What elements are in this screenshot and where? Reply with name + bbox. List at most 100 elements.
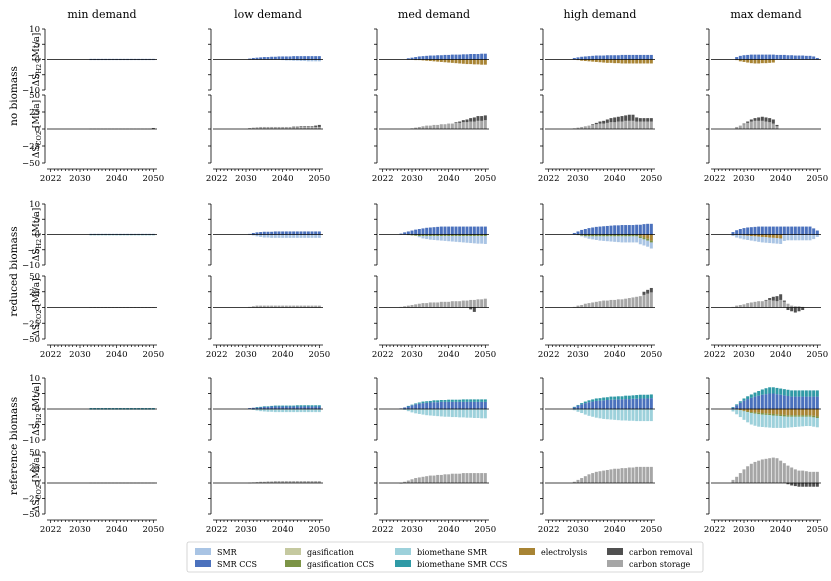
bar-segment xyxy=(469,121,473,129)
bar-segment xyxy=(797,470,801,483)
bar-segment xyxy=(753,234,757,237)
bar-segment xyxy=(749,413,753,425)
bar-segment xyxy=(624,298,628,308)
bar-segment xyxy=(793,483,797,487)
bar-segment xyxy=(292,405,296,407)
bar-segment xyxy=(638,238,642,245)
bar-segment xyxy=(580,404,584,409)
x-tick-label: 2040 xyxy=(438,174,460,184)
bar-segment xyxy=(786,465,790,483)
bar-segment xyxy=(284,231,288,235)
bar-segment xyxy=(591,234,595,237)
bar-segment xyxy=(572,232,576,235)
bar-segment xyxy=(786,303,790,308)
bar-segment xyxy=(638,234,642,237)
bar-segment xyxy=(314,59,318,62)
bar-segment xyxy=(598,123,602,129)
bar-segment xyxy=(631,409,635,421)
bar-segment xyxy=(476,59,480,65)
bar-segment xyxy=(428,234,432,237)
bar-segment xyxy=(115,408,119,409)
y-tick-label: 50 xyxy=(29,448,40,458)
bar-segment xyxy=(753,236,757,242)
bar-segment xyxy=(760,394,764,409)
bar-segment xyxy=(317,56,321,60)
bar-segment xyxy=(476,120,480,129)
bar-segment xyxy=(476,409,480,418)
bar-segment xyxy=(281,481,285,483)
bar-segment xyxy=(439,301,443,308)
bar-segment xyxy=(89,408,93,409)
bar-segment xyxy=(627,54,631,60)
bar-segment xyxy=(583,476,587,483)
bar-segment xyxy=(649,466,653,483)
bar-segment xyxy=(259,406,263,408)
bar-segment xyxy=(642,121,646,129)
bar-segment xyxy=(616,225,620,235)
x-tick-label: 2030 xyxy=(235,525,257,535)
y-tick-label: 5 xyxy=(35,40,40,50)
bar-segment xyxy=(624,409,628,421)
bar-segment xyxy=(480,234,484,237)
bar-segment xyxy=(583,234,587,237)
bar-segment xyxy=(742,234,746,236)
bar-segment xyxy=(255,407,259,408)
bar-segment xyxy=(458,59,462,64)
bar-segment xyxy=(793,415,797,417)
bar-segment xyxy=(613,236,617,242)
bar-segment xyxy=(458,473,462,483)
bar-segment xyxy=(815,57,819,60)
bar-segment xyxy=(587,236,591,239)
bar-segment xyxy=(96,408,100,409)
x-tick-label: 2050 xyxy=(641,350,663,360)
bar-segment xyxy=(631,297,635,308)
bar-segment xyxy=(646,238,650,241)
bar-segment xyxy=(771,409,775,414)
bar-segment xyxy=(421,59,425,61)
bar-segment xyxy=(602,300,606,308)
bar-segment xyxy=(616,299,620,308)
bar-segment xyxy=(775,238,779,244)
bar-segment xyxy=(277,56,281,60)
bar-segment xyxy=(649,394,653,399)
bar-segment xyxy=(804,471,808,483)
bar-segment xyxy=(277,231,281,235)
bar-segment xyxy=(270,126,274,129)
bar-segment xyxy=(406,58,410,60)
bar-segment xyxy=(779,238,783,244)
bar-segment xyxy=(292,481,296,483)
bar-segment xyxy=(742,123,746,125)
x-tick-label: 2040 xyxy=(272,350,294,360)
x-tick-label: 2040 xyxy=(106,174,128,184)
bar-segment xyxy=(450,226,454,235)
y-tick-label: 25 xyxy=(29,464,40,474)
bar-segment xyxy=(804,234,808,241)
bar-segment xyxy=(417,234,421,237)
bar-segment xyxy=(757,414,761,427)
bar-segment xyxy=(317,406,321,409)
bar-segment xyxy=(266,481,270,483)
bar-segment xyxy=(609,409,613,420)
bar-segment xyxy=(262,57,266,60)
bar-segment xyxy=(251,306,255,308)
bar-segment xyxy=(583,59,587,62)
bar-segment xyxy=(251,407,255,409)
bar-segment xyxy=(436,234,440,237)
bar-segment xyxy=(469,54,473,60)
bar-segment xyxy=(738,409,742,411)
bar-segment xyxy=(461,234,465,237)
bar-segment xyxy=(472,59,476,65)
bar-segment xyxy=(801,409,805,416)
y-tick-label: 10 xyxy=(29,200,40,210)
bar-segment xyxy=(764,54,768,60)
bar-segment xyxy=(598,400,602,409)
bar-segment xyxy=(746,121,750,123)
bar-segment xyxy=(469,299,473,308)
bar-segment xyxy=(288,305,292,308)
bar-segment xyxy=(786,483,790,485)
x-tick-label: 2030 xyxy=(567,174,589,184)
bar-segment xyxy=(266,57,270,60)
bar-segment xyxy=(746,396,750,400)
bar-segment xyxy=(749,302,753,308)
bar-segment xyxy=(406,480,410,483)
